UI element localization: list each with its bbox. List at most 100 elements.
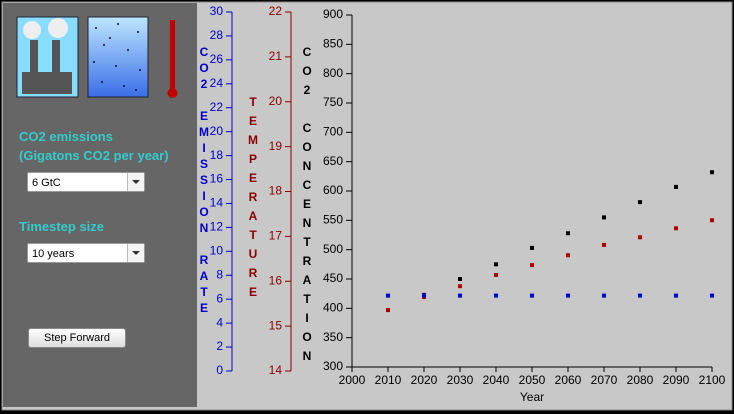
chimney — [30, 40, 38, 74]
x-tick-label: 2000 — [339, 373, 366, 387]
y-tick-label: 18 — [269, 184, 283, 198]
y-tick-label: 18 — [210, 148, 224, 162]
timestep-select[interactable]: 10 years — [27, 243, 145, 263]
data-point — [494, 262, 498, 267]
x-tick-label: 2050 — [519, 373, 546, 387]
y-tick-label: 14 — [269, 363, 283, 377]
x-tick-label: 2010 — [375, 373, 402, 387]
select-text: 10 years — [32, 248, 75, 260]
data-point — [386, 293, 390, 298]
y-tick-label: 24 — [210, 76, 224, 90]
x-tick-label: 2040 — [483, 373, 510, 387]
data-point — [674, 226, 678, 231]
thermometer-icon[interactable] — [167, 20, 178, 98]
factory — [22, 72, 72, 94]
x-tick-label: 2060 — [555, 373, 582, 387]
y-tick-label: 800 — [323, 66, 343, 80]
y-tick-label: 16 — [269, 273, 283, 287]
data-point — [602, 293, 606, 298]
emissions-label: (Gigatons CO2 per year) — [19, 148, 169, 163]
y-tick-label: 700 — [323, 125, 343, 139]
emissions-label: CO2 emissions — [19, 129, 113, 144]
x-tick-label: 2030 — [447, 373, 474, 387]
y-tick-label: 750 — [323, 95, 343, 109]
particles — [93, 23, 141, 91]
smoke — [23, 21, 41, 39]
data-point — [530, 263, 534, 268]
y-tick-label: 2 — [216, 339, 223, 353]
y-tick-label: 350 — [323, 330, 343, 344]
data-point — [422, 293, 426, 298]
y-tick-label: 17 — [269, 229, 283, 243]
emission-axis-title: CO2 EMISSION RATE — [197, 45, 211, 317]
x-tick-label: 2020 — [411, 373, 438, 387]
y-tick-label: 21 — [269, 49, 283, 63]
y-tick-label: 650 — [323, 154, 343, 168]
x-tick-label: 2070 — [591, 373, 618, 387]
data-point — [674, 293, 678, 298]
select-text: 6 GtC — [32, 177, 61, 189]
y-tick-label: 22 — [269, 4, 283, 18]
data-point — [494, 293, 498, 298]
smoke — [48, 18, 68, 38]
data-point — [602, 242, 606, 247]
y-tick-label: 12 — [210, 220, 224, 234]
y-tick-label: 850 — [323, 37, 343, 51]
data-point — [530, 293, 534, 298]
data-point — [530, 245, 534, 250]
data-point — [602, 215, 606, 220]
thermo-bulb — [167, 88, 178, 98]
thermo-tube — [170, 20, 175, 92]
data-point — [458, 293, 462, 298]
y-tick-label: 300 — [323, 359, 343, 373]
data-point — [638, 235, 642, 240]
chimney — [52, 40, 60, 74]
x-tick-label: 2090 — [663, 373, 690, 387]
factory-icon[interactable] — [16, 16, 79, 98]
data-point — [566, 231, 570, 236]
data-point — [674, 184, 678, 189]
y-tick-label: 10 — [210, 244, 224, 258]
data-point — [566, 253, 570, 258]
y-tick-label: 14 — [210, 196, 224, 210]
chart: 3003504004505005506006507007508008509001… — [210, 4, 726, 404]
data-point — [458, 284, 462, 289]
y-tick-label: 400 — [323, 301, 343, 315]
data-point — [494, 272, 498, 277]
y-tick-label: 500 — [323, 242, 343, 256]
y-tick-label: 8 — [216, 267, 223, 281]
y-tick-label: 0 — [216, 363, 223, 377]
y-tick-label: 6 — [216, 291, 223, 305]
data-point — [386, 307, 390, 312]
y-tick-label: 19 — [269, 139, 283, 153]
timestep-label: Timestep size — [19, 219, 105, 234]
data-point — [710, 218, 714, 223]
y-tick-label: 30 — [210, 4, 224, 18]
emissions-select[interactable]: 6 GtC — [27, 172, 145, 192]
x-tick-label: 2100 — [699, 373, 726, 387]
data-point — [710, 170, 714, 175]
data-point — [458, 277, 462, 281]
y-tick-label: 550 — [323, 213, 343, 227]
atmosphere-icon[interactable] — [87, 16, 149, 98]
x-axis-title: Year — [520, 390, 544, 404]
y-tick-label: 20 — [210, 124, 224, 138]
y-tick-label: 900 — [323, 7, 343, 21]
step-forward-button[interactable]: Step Forward — [28, 328, 126, 348]
data-point — [566, 293, 570, 298]
y-tick-label: 4 — [216, 315, 223, 329]
data-point — [638, 293, 642, 298]
y-tick-label: 22 — [210, 100, 224, 114]
data-point — [710, 293, 714, 298]
y-tick-label: 450 — [323, 271, 343, 285]
y-tick-label: 600 — [323, 183, 343, 197]
dropdown-arrow[interactable] — [127, 173, 144, 191]
y-tick-label: 26 — [210, 52, 224, 66]
x-tick-label: 2080 — [627, 373, 654, 387]
y-tick-label: 16 — [210, 172, 224, 186]
y-tick-label: 15 — [269, 318, 283, 332]
temperature-axis-title: TEMPERATURE — [246, 95, 260, 304]
dropdown-arrow[interactable] — [127, 244, 144, 262]
